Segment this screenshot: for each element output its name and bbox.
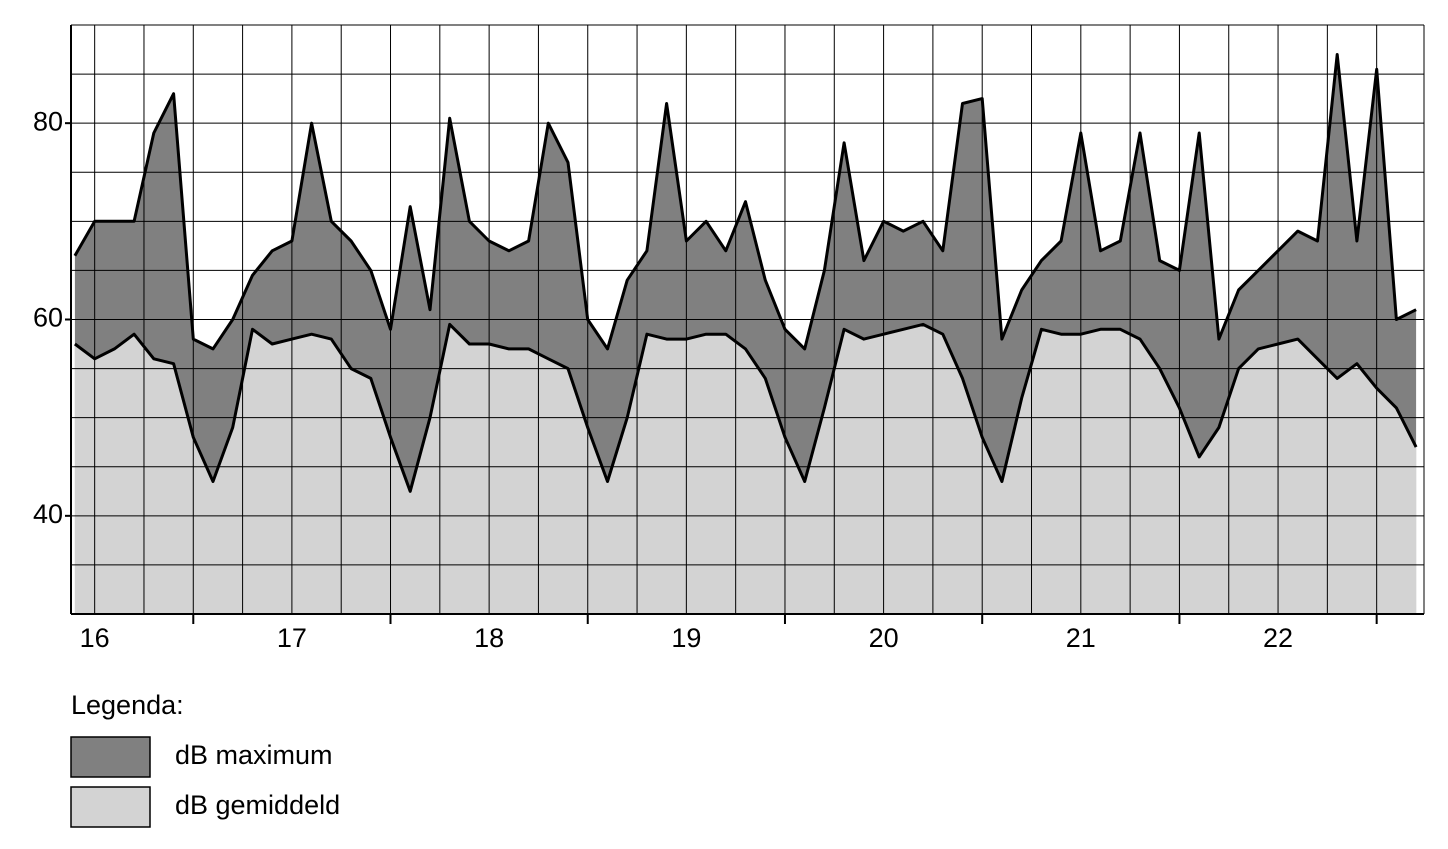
- line: [74, 322, 1418, 493]
- x-tick-label: 18: [474, 623, 504, 653]
- legend-swatch: [70, 786, 151, 828]
- y-tick-label: 40: [33, 499, 63, 529]
- y-tick-label: 80: [33, 106, 63, 136]
- line: [73, 53, 1417, 351]
- legend-label: dB maximum: [175, 740, 333, 770]
- y-tick-label: 60: [33, 303, 63, 333]
- x-tick-label: 21: [1066, 623, 1096, 653]
- x-tick-label: 16: [80, 623, 110, 653]
- x-tick-label: 19: [671, 623, 701, 653]
- legend-label: dB gemiddeld: [175, 790, 340, 820]
- x-tick-label: 17: [277, 623, 307, 653]
- x-tick-label: 20: [869, 623, 899, 653]
- legend-title: Legenda:: [71, 690, 184, 720]
- legend-swatch: [70, 736, 151, 778]
- x-tick-label: 22: [1263, 623, 1293, 653]
